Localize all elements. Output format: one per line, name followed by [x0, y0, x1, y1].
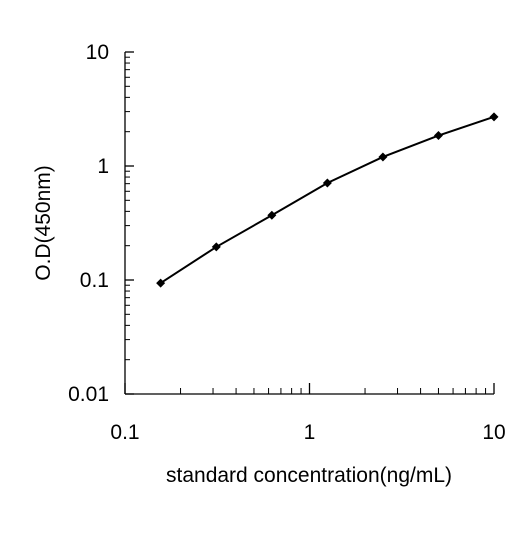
- x-axis-title: standard concentration(ng/mL): [166, 464, 452, 487]
- y-tick-label: 10: [86, 41, 109, 64]
- ticks: [124, 51, 495, 395]
- data-point: [267, 210, 277, 220]
- data-point: [322, 178, 332, 188]
- x-tick-label: 1: [304, 421, 316, 444]
- data-point: [211, 242, 221, 252]
- y-tick-label: 0.1: [80, 269, 109, 292]
- x-tick-label: 10: [482, 421, 505, 444]
- axes: [124, 52, 494, 395]
- series: [156, 112, 499, 288]
- data-point: [433, 131, 443, 141]
- x-tick-label: 0.1: [110, 421, 139, 444]
- data-point: [156, 278, 166, 288]
- data-point: [489, 112, 499, 122]
- series-line: [160, 115, 495, 284]
- data-point: [378, 152, 388, 162]
- y-axis-title: O.D(450nm): [32, 165, 55, 281]
- y-tick-label: 0.01: [68, 383, 109, 406]
- y-tick-label: 1: [97, 155, 109, 178]
